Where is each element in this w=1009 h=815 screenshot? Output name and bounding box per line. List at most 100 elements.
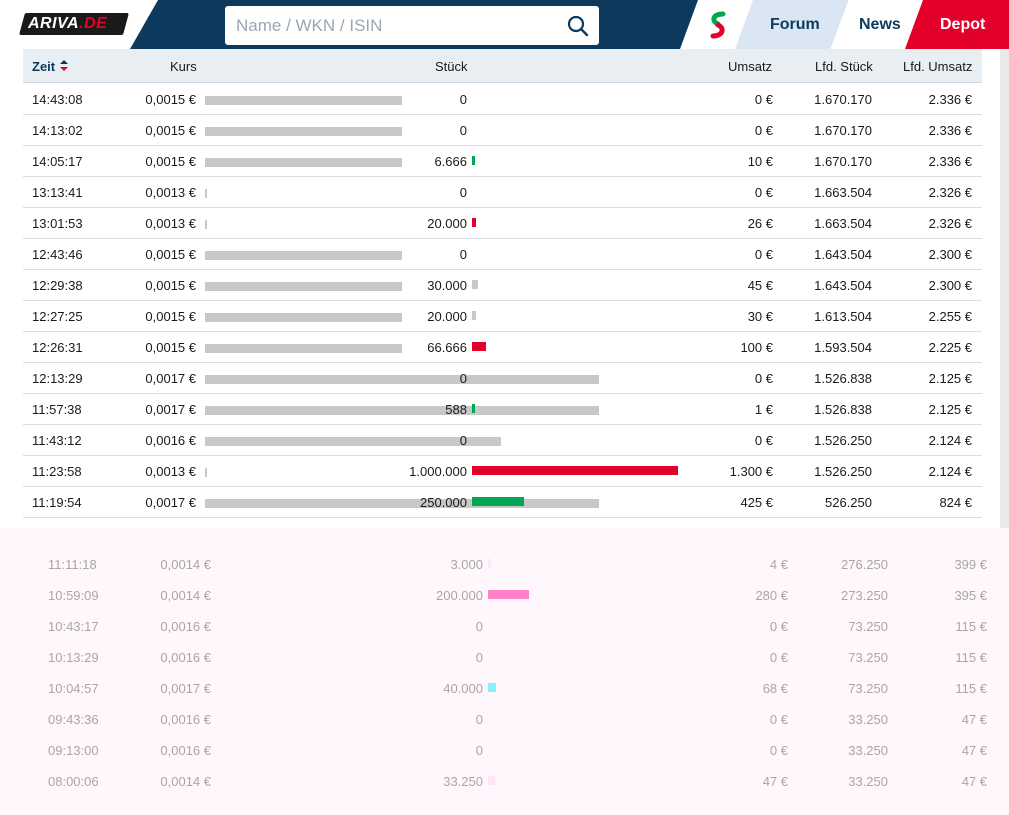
cell-lfd-stueck: 1.593.504	[814, 340, 872, 355]
faded-table-row[interactable]: 10:43:17 0,0016 € 0 0 € 73.250 115 €	[23, 611, 1003, 642]
table-header: Zeit Kurs Stück Umsatz Lfd. Stück Lfd. U…	[23, 49, 982, 83]
cell-zeit: 11:43:12	[32, 433, 82, 448]
table-row[interactable]: 14:43:08 0,0015 € 0 0 € 1.670.170 2.336 €	[23, 84, 982, 115]
table-row[interactable]: 14:05:17 0,0015 € 6.666 10 € 1.670.170 2.336 …	[23, 146, 982, 177]
volume-bar	[472, 404, 475, 413]
cell-lfd-stueck: 73.250	[848, 619, 888, 634]
cell-lfd-umsatz: 395 €	[954, 588, 987, 603]
search-icon[interactable]	[567, 15, 589, 37]
cell-lfd-umsatz: 2.300 €	[928, 247, 972, 262]
cell-lfd-umsatz: 399 €	[954, 557, 987, 572]
table-row[interactable]: 11:57:38 0,0017 € 588 1 € 1.526.838 2.125 €	[23, 394, 982, 425]
table-row[interactable]: 12:27:25 0,0015 € 20.000 30 € 1.613.504 2.255…	[23, 301, 982, 332]
logo-suffix-text: .DE	[79, 15, 108, 32]
cell-stueck: 33.250	[443, 774, 483, 789]
column-header-stueck[interactable]: Stück	[435, 59, 468, 74]
kurs-bar	[205, 158, 402, 167]
cell-kurs: 0,0016 €	[160, 619, 211, 634]
volume-bar	[488, 590, 530, 599]
table-row[interactable]: 11:43:12 0,0016 € 0 0 € 1.526.250 2.124 €	[23, 425, 982, 456]
cell-kurs: 0,0017 €	[160, 681, 211, 696]
column-header-zeit[interactable]: Zeit	[32, 59, 56, 74]
kurs-bar	[205, 220, 207, 229]
cell-umsatz: 30 €	[747, 309, 773, 324]
kurs-bar	[205, 96, 402, 105]
column-header-lfd-stueck[interactable]: Lfd. Stück	[815, 59, 873, 74]
faded-table-row[interactable]: 11:11:18 0,0014 € 3.000 4 € 276.250 399 €	[23, 549, 1003, 580]
table-row[interactable]: 12:29:38 0,0015 € 30.000 45 € 1.643.504 2.300…	[23, 270, 982, 301]
cell-lfd-umsatz: 2.125 €	[928, 371, 972, 386]
cell-lfd-umsatz: 115 €	[955, 681, 987, 696]
cell-umsatz: 100 €	[740, 340, 773, 355]
kurs-bar	[205, 499, 599, 508]
cell-umsatz: 0 €	[754, 433, 773, 448]
cell-lfd-stueck: 1.663.504	[814, 185, 872, 200]
cell-lfd-stueck: 1.643.504	[814, 278, 872, 293]
table-row[interactable]: 13:13:41 0,0013 € 0 0 € 1.663.504 2.326 €	[23, 177, 982, 208]
search-box[interactable]: Name / WKN / ISIN	[225, 6, 599, 45]
cell-kurs: 0,0015 €	[145, 340, 196, 355]
cell-lfd-umsatz: 2.336 €	[928, 92, 972, 107]
faded-table-row[interactable]: 08:00:06 0,0014 € 33.250 47 € 33.250 47 €	[23, 766, 1003, 797]
tab-depot[interactable]	[905, 0, 1009, 49]
volume-bar	[472, 280, 479, 289]
faded-table-row[interactable]: 09:43:36 0,0016 € 0 0 € 33.250 47 €	[23, 704, 1003, 735]
cell-stueck: 0	[459, 433, 467, 448]
cell-umsatz: 1.300 €	[729, 464, 773, 479]
table-row[interactable]: 12:26:31 0,0015 € 66.666 100 € 1.593.504 2.22…	[23, 332, 982, 363]
cell-lfd-umsatz: 2.125 €	[928, 402, 972, 417]
faded-table-row[interactable]: 09:13:00 0,0016 € 0 0 € 33.250 47 €	[23, 735, 1003, 766]
cell-stueck: 0	[459, 371, 467, 386]
cell-lfd-stueck: 1.526.838	[814, 371, 872, 386]
tab-depot-label[interactable]: Depot	[940, 16, 986, 33]
column-header-umsatz[interactable]: Umsatz	[728, 59, 773, 74]
cell-lfd-umsatz: 115 €	[955, 619, 987, 634]
cell-umsatz: 0 €	[754, 92, 773, 107]
tab-news-label[interactable]: News	[859, 16, 901, 33]
cell-stueck: 0	[475, 712, 483, 727]
cell-zeit: 10:13:29	[48, 650, 99, 665]
cell-lfd-umsatz: 2.326 €	[928, 216, 972, 231]
cell-zeit: 10:04:57	[48, 681, 99, 696]
kurs-bar	[205, 344, 402, 353]
cell-umsatz: 0 €	[769, 619, 788, 634]
cell-lfd-umsatz: 2.225 €	[928, 340, 972, 355]
column-header-kurs[interactable]: Kurs	[170, 59, 197, 74]
logo-text: ARIVA.DE	[28, 15, 107, 33]
faded-table-row[interactable]: 10:59:09 0,0014 € 200.000 280 € 273.250 395 €	[23, 580, 1003, 611]
s-brand-icon[interactable]	[707, 11, 729, 39]
faded-table-row[interactable]: 10:04:57 0,0017 € 40.000 68 € 73.250 115 €	[23, 673, 1003, 704]
volume-bar	[472, 497, 524, 506]
table-row[interactable]: 13:01:53 0,0013 € 20.000 26 € 1.663.504 2.326…	[23, 208, 982, 239]
faded-table-row[interactable]: 10:13:29 0,0016 € 0 0 € 73.250 115 €	[23, 642, 1003, 673]
table-row[interactable]: 12:13:29 0,0017 € 0 0 € 1.526.838 2.125 €	[23, 363, 982, 394]
sort-updown-icon[interactable]	[60, 60, 68, 71]
cell-stueck: 20.000	[427, 309, 467, 324]
volume-bar	[472, 218, 477, 227]
scrollbar-track[interactable]	[1000, 49, 1009, 529]
cell-zeit: 14:43:08	[32, 92, 83, 107]
cell-umsatz: 68 €	[762, 681, 788, 696]
volume-bar	[472, 342, 486, 351]
table-row[interactable]: 12:43:46 0,0015 € 0 0 € 1.643.504 2.300 €	[23, 239, 982, 270]
cell-stueck: 20.000	[427, 216, 467, 231]
ariva-logo[interactable]: ARIVA.DE	[19, 13, 129, 35]
cell-stueck: 6.666	[434, 154, 467, 169]
search-input[interactable]: Name / WKN / ISIN	[236, 16, 383, 35]
tab-forum-label[interactable]: Forum	[770, 16, 820, 33]
table-row[interactable]: 11:19:54 0,0017 € 250.000 425 € 526.250 824 €	[23, 487, 982, 518]
table-row[interactable]: 14:13:02 0,0015 € 0 0 € 1.670.170 2.336 €	[23, 115, 982, 146]
cell-stueck: 588	[445, 402, 467, 417]
cell-kurs: 0,0013 €	[145, 464, 196, 479]
table-row[interactable]: 11:23:58 0,0013 € 1.000.000 1.300 € 1.526.25…	[23, 456, 982, 487]
cell-umsatz: 0 €	[754, 123, 773, 138]
tab-forum[interactable]	[735, 0, 848, 49]
cell-lfd-stueck: 73.250	[848, 681, 888, 696]
top-navigation-bar: ARIVA.DE Name / WKN / ISIN Forum News De…	[0, 0, 1009, 49]
cell-zeit: 09:43:36	[48, 712, 99, 727]
kurs-bar	[205, 468, 207, 477]
cell-lfd-stueck: 1.526.250	[814, 433, 872, 448]
cell-umsatz: 1 €	[754, 402, 773, 417]
column-header-lfd-umsatz[interactable]: Lfd. Umsatz	[903, 59, 973, 74]
cell-zeit: 11:19:54	[32, 495, 82, 510]
